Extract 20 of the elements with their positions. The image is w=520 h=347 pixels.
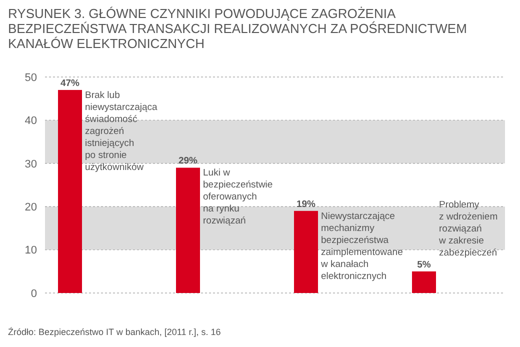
data-label: 19% [296,198,316,210]
data-label: 29% [178,156,198,167]
y-tick-label: 50 [24,72,37,84]
bar [294,210,318,293]
annotation: Luki w bezpieczeństwie oferowanych na rynku rozwiązań [203,168,273,227]
chart-title: RYSUNEK 3. GŁÓWNE CZYNNIKI POWODUJĄCE ZAGROŻENIA BEZPIECZEŃSTWA TRANSAKCJI REALIZOWANYCH ZA POŚREDNICTWEM KANAŁÓW ELEKTRONICZNYCH [8,6,467,51]
annotation: Brak lub niewystarczająca świadomość zagrożeń istniejących po stronie użytkowników [85,90,158,173]
annotation: Problemy z wdrożeniem rozwiązań w zakresie zabezpieczeń [438,199,498,258]
text: Źródło: Bezpieczeństwo IT w bankach, [2011 r.], s. 16 [8,327,221,337]
y-tick-label: 20 [24,201,37,214]
annotation: Niewystarczające mechanizmy bezpieczeństwa zaimplementowane w kanałach elektronicznych [320,210,403,282]
data-label: 47% [60,78,80,89]
y-tick-label: 0 [30,288,37,300]
y-tick-label: 40 [24,115,37,128]
bar [58,90,82,293]
bar [176,168,200,293]
y-tick-label: 10 [24,244,37,257]
bar [412,271,436,293]
y-tick-label: 30 [24,158,37,170]
data-label: 5% [417,259,432,270]
